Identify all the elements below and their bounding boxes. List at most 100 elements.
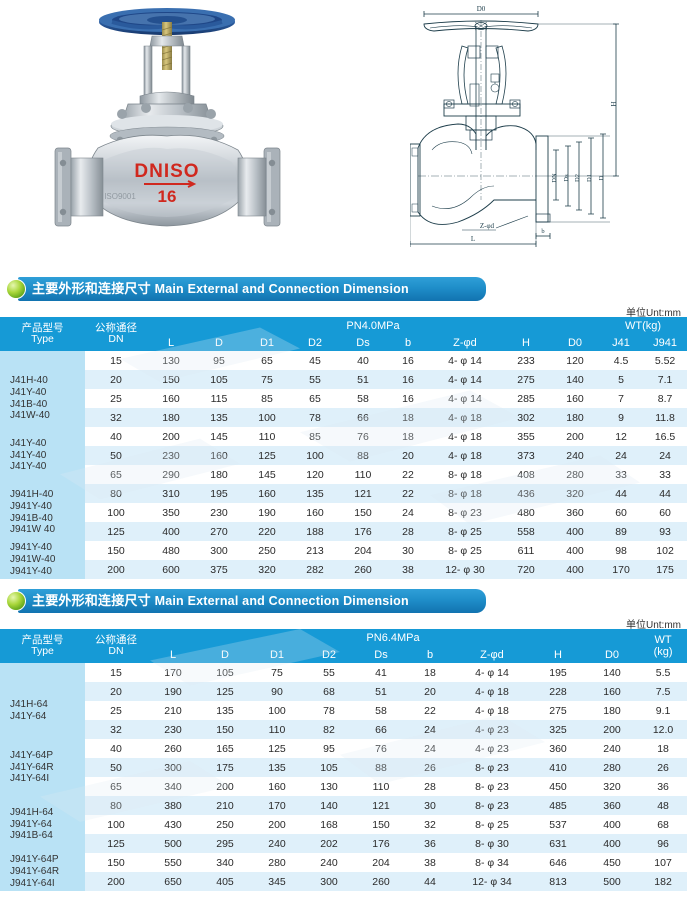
cell-D2: 188 <box>291 522 339 541</box>
cell-type: J941H-40 J941Y-40 J941B-40 J941W 40 <box>0 484 85 541</box>
cell-Ds: 121 <box>355 796 407 815</box>
cell-D0: 160 <box>585 682 640 701</box>
cell-D: 95 <box>195 351 243 370</box>
cell-L: 170 <box>147 663 199 682</box>
cell-H: 611 <box>501 541 551 560</box>
cell-D0: 200 <box>551 427 600 446</box>
th-col-Zd: Z-φd <box>429 334 501 351</box>
table-row: J941Y-40 J941W-40 J941Y-40 150 480 300 250 21… <box>0 541 687 579</box>
table-row: 200 600 375 320 282 260 38 12- φ 30 720 400 170 175 <box>0 560 687 579</box>
th2-col-L: L <box>147 646 199 663</box>
cell-b: 16 <box>387 351 429 370</box>
cell-H: 720 <box>501 560 551 579</box>
cell-D2: 140 <box>303 796 355 815</box>
cell-D0: 180 <box>551 408 600 427</box>
cell-w1: 5.5 <box>639 663 687 682</box>
table-row: J41Y-64P J41Y-64R J41Y-64I 40 260 165 125 95 7… <box>0 739 687 796</box>
cell-L: 500 <box>147 834 199 853</box>
cell-D2: 213 <box>291 541 339 560</box>
cell-D2: 55 <box>303 663 355 682</box>
cell-b: 18 <box>407 663 453 682</box>
cell-w2: 60 <box>643 503 687 522</box>
th2-col-D0: D0 <box>585 646 640 663</box>
cell-H: 360 <box>531 739 585 758</box>
cell-L: 310 <box>147 484 195 503</box>
cell-L: 300 <box>147 758 199 777</box>
cell-w2: 175 <box>643 560 687 579</box>
cell-Zd: 4- φ 23 <box>453 739 531 758</box>
cell-D: 115 <box>195 389 243 408</box>
cell-D0: 320 <box>551 484 600 503</box>
cell-H: 631 <box>531 834 585 853</box>
th-type: 产品型号 Type <box>0 317 85 351</box>
cell-w1: 33 <box>599 465 644 484</box>
cell-D: 230 <box>195 503 243 522</box>
table-row: 50 230 160 125 100 88 20 4- φ 18 373 240 24 24 <box>0 446 687 465</box>
cell-D0: 400 <box>585 834 640 853</box>
cell-type: J41Y-64P J41Y-64R J41Y-64I <box>0 739 85 796</box>
cell-D1: 345 <box>251 872 303 891</box>
cell-w1: 7.5 <box>639 682 687 701</box>
cell-Zd: 8- φ 23 <box>453 777 531 796</box>
cell-D2: 120 <box>291 465 339 484</box>
cell-dn: 50 <box>85 446 147 465</box>
banner-title-en-2: Main External and Connection Dimension <box>154 594 409 608</box>
table-row: 32 230 150 110 82 66 24 4- φ 23 325 200 12.0 <box>0 720 687 739</box>
label-ds: Ds <box>563 174 570 182</box>
cell-b: 24 <box>407 720 453 739</box>
cell-H: 450 <box>531 777 585 796</box>
cell-Zd: 4- φ 18 <box>453 701 531 720</box>
cell-L: 210 <box>147 701 199 720</box>
cell-dn: 40 <box>85 739 147 758</box>
cell-dn: 200 <box>85 872 147 891</box>
cell-w1: 170 <box>599 560 644 579</box>
cell-b: 22 <box>387 465 429 484</box>
cell-D0: 240 <box>585 739 640 758</box>
th-type-en: Type <box>31 333 54 345</box>
cell-H: 373 <box>501 446 551 465</box>
cell-D0: 280 <box>585 758 640 777</box>
cell-H: 408 <box>501 465 551 484</box>
cell-dn: 125 <box>85 834 147 853</box>
cell-w2: 16.5 <box>643 427 687 446</box>
cell-D0: 280 <box>551 465 600 484</box>
cell-Zd: 12- φ 30 <box>429 560 501 579</box>
cell-Zd: 4- φ 23 <box>453 720 531 739</box>
unit-label-pn64: 单位Unt:mm <box>626 620 681 631</box>
cell-D1: 190 <box>243 503 291 522</box>
product-photo: DNISO 16 ISO9001 <box>0 0 410 265</box>
cell-dn: 15 <box>85 663 147 682</box>
th-pressure-group-2: PN6.4MPa <box>147 629 640 646</box>
cell-Ds: 110 <box>339 465 387 484</box>
cell-D: 105 <box>199 663 251 682</box>
cell-Zd: 8- φ 34 <box>453 853 531 872</box>
cell-Ds: 88 <box>339 446 387 465</box>
cell-H: 480 <box>501 503 551 522</box>
cell-D: 180 <box>195 465 243 484</box>
table-row: 15 170 105 75 55 41 18 4- φ 14 195 140 5.5 <box>0 663 687 682</box>
cell-D: 405 <box>199 872 251 891</box>
th-col-D0: D0 <box>551 334 600 351</box>
cell-L: 130 <box>147 351 195 370</box>
cell-D1: 280 <box>251 853 303 872</box>
cell-Ds: 204 <box>355 853 407 872</box>
table-row: 125 500 295 240 202 176 36 8- φ 30 631 400 96 <box>0 834 687 853</box>
cell-D2: 202 <box>303 834 355 853</box>
cell-D2: 100 <box>291 446 339 465</box>
cell-Ds: 58 <box>339 389 387 408</box>
cell-b: 16 <box>387 370 429 389</box>
th-dn-cn-2: 公称通径 <box>95 633 137 646</box>
table-row: J41H-40 J41Y-40 J41B-40 J41W-40 20 150 105 7… <box>0 370 687 427</box>
cell-w1: 107 <box>639 853 687 872</box>
technical-drawing: D0 <box>410 0 687 265</box>
section-pn40: 主要外形和连接尺寸 Main External and Connection D… <box>0 277 687 579</box>
cell-D2: 105 <box>303 758 355 777</box>
cell-w1: 89 <box>599 522 644 541</box>
cell-Ds: 110 <box>355 777 407 796</box>
cell-Ds: 41 <box>355 663 407 682</box>
cell-L: 600 <box>147 560 195 579</box>
cell-D2: 135 <box>291 484 339 503</box>
cell-w1: 24 <box>599 446 644 465</box>
cell-Ds: 150 <box>355 815 407 834</box>
cell-Ds: 76 <box>355 739 407 758</box>
